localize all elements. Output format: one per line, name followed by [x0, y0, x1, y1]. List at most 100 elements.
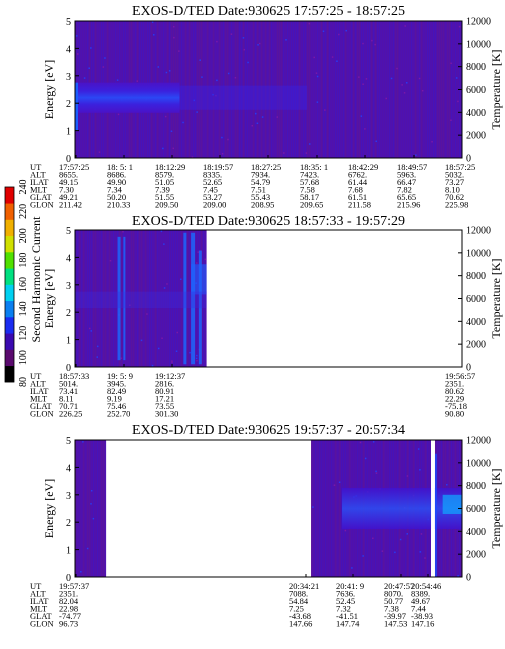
y-tick-label: 3 — [66, 72, 71, 83]
ephemeris-value: 49.21 — [59, 192, 78, 202]
ephemeris-value: 18:57:25 — [445, 162, 475, 172]
ephemeris-value: 18:42:29 — [348, 162, 378, 172]
colorbar-swatch — [5, 203, 14, 220]
ephemeris-value: 51.55 — [155, 192, 174, 202]
colorbar-label: Second Harmonic Current — [29, 216, 43, 343]
ephemeris-value: -39.97 — [384, 611, 406, 621]
colorbar-swatch — [5, 235, 14, 253]
ephemeris-value: 20:47:57 — [384, 581, 414, 591]
ephemeris-row-label: MLT — [30, 185, 48, 195]
ephemeris-value: 57.68 — [300, 177, 319, 187]
ephemeris-value: 17:57:25 — [59, 162, 89, 172]
y2-axis-label: Temperature [K] — [489, 49, 503, 129]
y2-tick-label: 2000 — [466, 131, 486, 142]
ephemeris-value: 18:12:29 — [155, 162, 185, 172]
ephemeris-row-label: GLON — [30, 409, 54, 419]
ephemeris-value: 61.51 — [348, 192, 367, 202]
y-tick-label: 5 — [66, 17, 71, 28]
ephemeris-row-label: ALT — [30, 379, 47, 389]
ephemeris-value: 147.74 — [336, 619, 360, 629]
ephemeris-value: -43.68 — [289, 611, 311, 621]
colorbar-tick-label: 140 — [18, 301, 29, 316]
ephemeris-value: 20:54:46 — [411, 581, 441, 591]
ephemeris-value: 8579. — [155, 170, 174, 180]
ephemeris-row-label: GLAT — [30, 611, 53, 621]
y-tick-label: 0 — [66, 573, 71, 584]
ephemeris-value: 20:34:21 — [289, 581, 319, 591]
ephemeris-row-label: GLAT — [30, 401, 53, 411]
ephemeris-value: 8.11 — [59, 394, 74, 404]
colorbar-swatch — [5, 252, 14, 269]
y2-tick-label: 12000 — [466, 17, 491, 28]
ephemeris-value: 49.15 — [59, 177, 78, 187]
ephemeris-value: -38.93 — [411, 611, 433, 621]
ephemeris-value: 7.51 — [251, 185, 266, 195]
ephemeris-row-label: MLT — [30, 604, 48, 614]
ephemeris-value: 2351. — [59, 589, 78, 599]
y2-tick-label: 10000 — [466, 39, 491, 50]
colorbar-tick-label: 240 — [18, 180, 29, 195]
ephemeris-value: 7.45 — [203, 185, 218, 195]
ephemeris-value: 17.21 — [155, 394, 174, 404]
ephemeris-row-label: ILAT — [30, 596, 49, 606]
ephemeris-value: 70.62 — [445, 192, 464, 202]
ephemeris-value: 90.80 — [445, 409, 464, 419]
ephemeris-value: 54.84 — [289, 596, 309, 606]
ephemeris-value: 73.55 — [155, 401, 174, 411]
ephemeris-value: 301.30 — [155, 409, 178, 419]
ephemeris-value: 9.19 — [107, 394, 122, 404]
spectrogram-panel-2: EXOS-D/TED Date:930625 18:57:33 - 19:57:… — [30, 214, 503, 419]
colorbar-tick-label: 200 — [18, 228, 29, 243]
ephemeris-value: 6762. — [348, 170, 367, 180]
ephemeris-value: 8655. — [59, 170, 78, 180]
ephemeris-value: 66.47 — [397, 177, 416, 187]
ephemeris-row-label: UT — [30, 371, 42, 381]
ephemeris-value: 18:35: 1 — [300, 162, 328, 172]
ephemeris-value: 7.68 — [348, 185, 363, 195]
ephemeris-value: 53.27 — [203, 192, 222, 202]
y2-axis-label: Temperature [K] — [489, 258, 503, 338]
y2-tick-label: 0 — [466, 154, 471, 165]
ephemeris-value: 82.49 — [107, 386, 126, 396]
y-tick-label: 4 — [66, 463, 71, 474]
ephemeris-value: 55.43 — [251, 192, 270, 202]
y2-tick-label: 8000 — [466, 271, 486, 282]
ephemeris-value: 8.10 — [445, 185, 460, 195]
ephemeris-value: 5963. — [397, 170, 416, 180]
colorbar-swatch — [5, 365, 14, 383]
ephemeris-value: 96.73 — [59, 619, 78, 629]
ephemeris-value: 7.82 — [397, 185, 412, 195]
ephemeris-value: 58.17 — [300, 192, 319, 202]
ephemeris-value: 225.98 — [445, 200, 468, 210]
ephemeris-value: 51.05 — [155, 177, 174, 187]
colorbar-swatch — [5, 219, 14, 237]
ephemeris-value: 147.16 — [411, 619, 434, 629]
spectrogram-panel-3: EXOS-D/TED Date:930625 19:57:37 - 20:57:… — [30, 423, 503, 629]
y-tick-label: 0 — [66, 154, 71, 165]
y2-tick-label: 10000 — [466, 458, 491, 469]
ephemeris-value: 7.32 — [336, 604, 351, 614]
y-tick-label: 0 — [66, 363, 71, 374]
colorbar-swatch — [5, 268, 14, 285]
ephemeris-value: 50.77 — [384, 596, 403, 606]
ephemeris-value: 82.04 — [59, 596, 79, 606]
y2-tick-label: 0 — [466, 363, 471, 374]
ephemeris-row-label: UT — [30, 581, 42, 591]
y-tick-label: 2 — [66, 308, 71, 319]
y2-tick-label: 0 — [466, 573, 471, 584]
y2-tick-label: 6000 — [466, 294, 486, 305]
y-tick-label: 1 — [66, 546, 71, 557]
ephemeris-value: 73.41 — [59, 386, 78, 396]
ephemeris-value: 7.39 — [155, 185, 170, 195]
ephemeris-row-label: GLON — [30, 200, 54, 210]
y-tick-label: 2 — [66, 99, 71, 110]
colorbar-tick-label: 220 — [18, 204, 29, 219]
ephemeris-value: 7.38 — [384, 604, 399, 614]
colorbar-swatch — [5, 187, 14, 204]
ephemeris-value: 2816. — [155, 379, 174, 389]
ephemeris-value: 54.79 — [251, 177, 270, 187]
ephemeris-value: 210.33 — [107, 200, 130, 210]
ephemeris-row-label: ILAT — [30, 177, 49, 187]
